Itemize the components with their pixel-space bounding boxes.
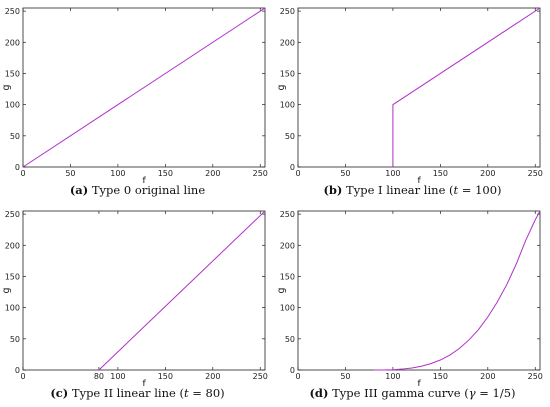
x-tick-label-b-0: 0 xyxy=(295,169,300,178)
x-tick-label-c-0: 0 xyxy=(20,372,25,381)
plot-frame-a xyxy=(22,7,266,168)
x-axis-label-b: f xyxy=(417,176,421,183)
caption-b-var: t xyxy=(453,183,459,197)
caption-b-eq: = 100) xyxy=(458,183,502,197)
caption-d: (d) Type III gamma curve (γ = 1/5) xyxy=(275,386,550,400)
x-tick-label-c-4: 200 xyxy=(205,372,220,381)
y-tick-label-b-4: 200 xyxy=(280,38,295,47)
x-tick-label-d-2: 100 xyxy=(385,372,400,381)
x-tick-label-a-2: 100 xyxy=(110,169,125,178)
y-tick-label-d-5: 250 xyxy=(280,210,295,219)
panel-a: 0 50 100 150 200 250 0 50 100 150 200 250 f g (a) Typ… xyxy=(0,0,275,203)
chart-a: 0 50 100 150 200 250 0 50 100 150 200 250 f g xyxy=(1,7,268,183)
x-tick-label-b-4: 200 xyxy=(480,169,495,178)
x-tick-label-d-5: 250 xyxy=(528,372,543,381)
caption-c-var: t xyxy=(183,386,189,400)
y-tick-label-d-1: 50 xyxy=(285,335,295,344)
caption-c-eq: = 80) xyxy=(188,386,225,400)
chart-d: 0 50 100 150 200 250 0 50 100 150 200 250 f g xyxy=(276,210,543,386)
y-tick-label-a-0: 0 xyxy=(15,163,20,172)
y-axis-label-d: g xyxy=(276,287,287,293)
x-axis-label-c: f xyxy=(142,379,146,386)
caption-d-var: γ xyxy=(468,386,476,400)
x-tick-label-b-3: 150 xyxy=(433,169,448,178)
plot-frame-d xyxy=(297,210,541,371)
y-axis-label-a: g xyxy=(1,84,12,90)
x-axis-label-d: f xyxy=(417,379,421,386)
y-axis-label-c: g xyxy=(1,287,12,293)
y-tick-label-a-5: 250 xyxy=(5,7,20,16)
x-tick-label-d-4: 200 xyxy=(480,372,495,381)
x-tick-label-c-3: 150 xyxy=(158,372,173,381)
caption-d-eq: = 1/5) xyxy=(475,386,516,400)
x-tick-label-d-3: 150 xyxy=(433,372,448,381)
y-tick-label-c-2: 100 xyxy=(5,304,20,313)
y-tick-label-d-0: 0 xyxy=(290,366,295,375)
x-tick-label-a-1: 50 xyxy=(65,169,75,178)
panel-b: 0 50 100 150 200 250 0 50 100 150 200 250 f g (b) Typ… xyxy=(275,0,550,203)
y-tick-label-b-3: 150 xyxy=(280,69,295,78)
x-tick-label-b-5: 250 xyxy=(528,169,543,178)
x-tick-label-c-1: 80 xyxy=(94,372,104,381)
y-tick-label-a-1: 50 xyxy=(10,132,20,141)
x-axis-label-a: f xyxy=(142,176,146,183)
y-tick-label-a-2: 100 xyxy=(5,101,20,110)
panel-d: 0 50 100 150 200 250 0 50 100 150 200 250 f g (d) Typ… xyxy=(275,203,550,406)
caption-c: (c) Type II linear line (t = 80) xyxy=(0,386,275,400)
chart-b: 0 50 100 150 200 250 0 50 100 150 200 250 f g xyxy=(276,7,543,183)
caption-c-label: (c) xyxy=(50,386,69,400)
caption-a: (a) Type 0 original line xyxy=(0,183,275,197)
x-tick-label-a-3: 150 xyxy=(158,169,173,178)
caption-a-label: (a) xyxy=(69,183,89,197)
y-tick-label-c-5: 250 xyxy=(5,210,20,219)
y-tick-label-b-5: 250 xyxy=(280,7,295,16)
series-line-c xyxy=(98,210,266,371)
caption-d-text: Type III gamma curve ( xyxy=(332,386,469,400)
y-axis-label-b: g xyxy=(276,84,287,90)
y-tick-label-d-3: 150 xyxy=(280,272,295,281)
caption-b-label: (b) xyxy=(323,183,343,197)
x-tick-label-a-4: 200 xyxy=(205,169,220,178)
x-tick-label-b-2: 100 xyxy=(385,169,400,178)
series-line-b xyxy=(392,7,541,167)
plot-frame-c xyxy=(22,210,266,371)
x-tick-label-d-0: 0 xyxy=(295,372,300,381)
caption-c-text: Type II linear line ( xyxy=(71,386,184,400)
caption-b-text: Type I linear line ( xyxy=(346,183,454,197)
x-tick-label-c-2: 100 xyxy=(110,372,125,381)
x-tick-label-a-0: 0 xyxy=(20,169,25,178)
x-tick-label-c-5: 250 xyxy=(253,372,268,381)
series-line-a xyxy=(22,7,266,168)
y-tick-label-d-2: 100 xyxy=(280,304,295,313)
y-tick-label-c-3: 150 xyxy=(5,272,20,281)
y-tick-label-a-3: 150 xyxy=(5,69,20,78)
y-tick-label-c-4: 200 xyxy=(5,241,20,250)
caption-d-label: (d) xyxy=(309,386,329,400)
y-tick-label-d-4: 200 xyxy=(280,241,295,250)
y-tick-label-b-0: 0 xyxy=(290,163,295,172)
panel-c: 0 80 100 150 200 250 0 50 100 150 200 250 f g (c) Typ… xyxy=(0,203,275,406)
y-tick-label-c-1: 50 xyxy=(10,335,20,344)
chart-c: 0 80 100 150 200 250 0 50 100 150 200 250 f g xyxy=(1,210,268,386)
plot-frame-b xyxy=(297,7,541,168)
x-tick-label-d-1: 50 xyxy=(340,372,350,381)
y-tick-label-b-2: 100 xyxy=(280,101,295,110)
x-tick-label-b-1: 50 xyxy=(340,169,350,178)
y-tick-label-a-4: 200 xyxy=(5,38,20,47)
y-tick-label-c-0: 0 xyxy=(15,366,20,375)
caption-a-text: Type 0 original line xyxy=(91,183,206,197)
series-line-d xyxy=(373,210,541,371)
caption-b: (b) Type I linear line (t = 100) xyxy=(275,183,550,197)
y-tick-label-b-1: 50 xyxy=(285,132,295,141)
x-tick-label-a-5: 250 xyxy=(253,169,268,178)
